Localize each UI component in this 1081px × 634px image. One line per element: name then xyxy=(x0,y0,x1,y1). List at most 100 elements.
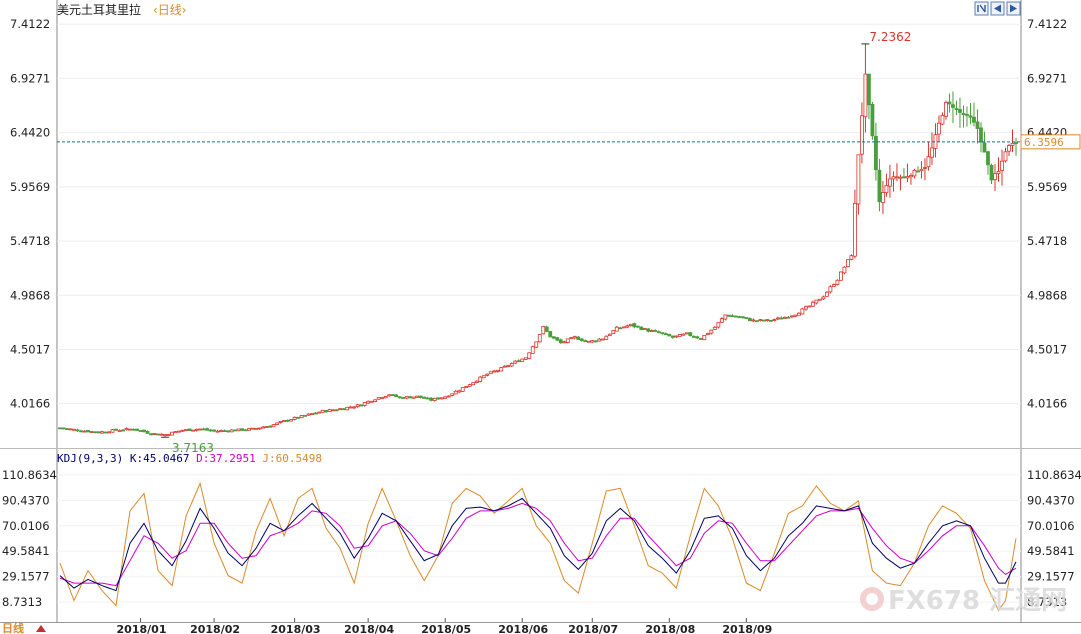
candle-up xyxy=(772,319,777,321)
candle-up xyxy=(89,431,94,433)
candle-down xyxy=(579,338,584,341)
watermark-text: FX678 汇通网 xyxy=(888,586,1067,616)
candle-up xyxy=(474,380,479,383)
candle-down xyxy=(135,428,139,431)
candle-down xyxy=(958,109,962,113)
candle-up xyxy=(863,73,868,118)
candle-down xyxy=(222,430,227,433)
candle-up xyxy=(821,296,826,300)
kdj-series xyxy=(59,481,1017,612)
candle-down xyxy=(131,428,136,431)
candle-up xyxy=(1003,151,1008,162)
candle-down xyxy=(786,316,791,319)
scroll-left-button[interactable] xyxy=(990,1,1005,16)
candle-down xyxy=(303,414,308,417)
candle-down xyxy=(695,336,700,339)
candle-up xyxy=(432,397,437,401)
candle-up xyxy=(254,427,259,430)
high-value: 7.2362 xyxy=(869,30,911,44)
candle-up xyxy=(839,271,843,281)
candle-up xyxy=(926,156,931,168)
candle-down xyxy=(726,314,731,317)
candle-up xyxy=(810,301,815,307)
candle-up xyxy=(163,434,167,437)
candle-down xyxy=(548,331,553,338)
candle-up xyxy=(930,147,934,158)
candle-up xyxy=(411,396,416,399)
candle-up xyxy=(502,365,507,368)
d-legend-name: D: xyxy=(189,452,209,465)
zoom-in-button[interactable] xyxy=(974,1,989,16)
candle-down xyxy=(422,396,427,399)
candle-down xyxy=(243,429,248,432)
candle-up xyxy=(198,428,202,431)
candle-up xyxy=(853,202,857,257)
kdj-tick-label-right: 49.5841 xyxy=(1027,544,1075,558)
candle-down xyxy=(639,326,644,331)
time-tick-label: 2018/07 xyxy=(568,623,618,634)
candle-down xyxy=(747,318,752,322)
candle-up xyxy=(219,430,223,432)
candle-up xyxy=(919,168,924,172)
candle-down xyxy=(240,428,244,431)
period-label[interactable]: ‹日线› xyxy=(153,3,187,17)
candle-up xyxy=(723,314,728,320)
d-last-value: 37.2951 xyxy=(209,452,255,465)
kdj-axis-ticks: 110.8634 110.8634 90.4370 90.4370 70.0106 70.… xyxy=(2,468,1081,609)
last-price-tag: 6.3596 xyxy=(1020,134,1081,150)
candle-up xyxy=(159,433,164,436)
candle-down xyxy=(663,333,668,336)
candle-down xyxy=(986,151,990,166)
candle-up xyxy=(464,386,469,388)
candle-up xyxy=(383,395,388,399)
watermark: FX678 汇通网 xyxy=(860,586,1067,616)
candle-up xyxy=(716,322,721,328)
candle-up xyxy=(481,375,486,379)
candle-down xyxy=(96,431,101,434)
candle-up xyxy=(289,419,294,422)
candle-up xyxy=(128,428,132,431)
candle-down xyxy=(653,330,658,332)
candle-up xyxy=(457,390,462,393)
candle-up xyxy=(271,424,276,428)
candle-up xyxy=(320,409,325,413)
candle-up xyxy=(471,382,476,386)
candle-down xyxy=(187,428,192,431)
kdj-tick-label-left: 90.4370 xyxy=(2,493,50,507)
candle-up xyxy=(846,259,850,268)
candle-up xyxy=(590,340,595,343)
candle-down xyxy=(877,169,882,203)
j-line xyxy=(59,481,1017,612)
candle-up xyxy=(443,396,448,399)
candle-down xyxy=(436,397,441,400)
candle-down xyxy=(75,429,80,432)
time-tick-label: 2018/02 xyxy=(190,623,240,634)
candle-up xyxy=(719,318,724,323)
candle-down xyxy=(730,315,735,318)
candle-up xyxy=(152,433,157,435)
scroll-right-button[interactable] xyxy=(1006,1,1021,16)
candle-down xyxy=(86,430,90,433)
price-tick-label-right: 5.9569 xyxy=(1027,180,1067,194)
candle-up xyxy=(327,409,332,412)
candle-up xyxy=(775,317,780,320)
price-tick-label-left: 6.9271 xyxy=(10,71,50,85)
candle-up xyxy=(506,365,511,368)
candle-up xyxy=(611,330,616,334)
candle-up xyxy=(856,154,861,205)
candle-down xyxy=(656,331,661,334)
scroll-up-button[interactable] xyxy=(36,625,46,632)
time-tick-label: 2018/09 xyxy=(722,623,772,634)
candle-up xyxy=(1007,145,1011,152)
candle-down xyxy=(544,326,549,332)
candle-up xyxy=(194,428,199,431)
candle-up xyxy=(107,431,111,434)
candle-down xyxy=(744,317,749,319)
candle-up xyxy=(898,176,903,179)
kdj-tick-label-left: 49.5841 xyxy=(2,544,50,558)
candle-down xyxy=(138,430,143,432)
candle-up xyxy=(674,335,679,338)
candle-up xyxy=(1000,160,1004,171)
chevron-left-icon xyxy=(994,4,1001,13)
candle-up xyxy=(712,326,717,330)
